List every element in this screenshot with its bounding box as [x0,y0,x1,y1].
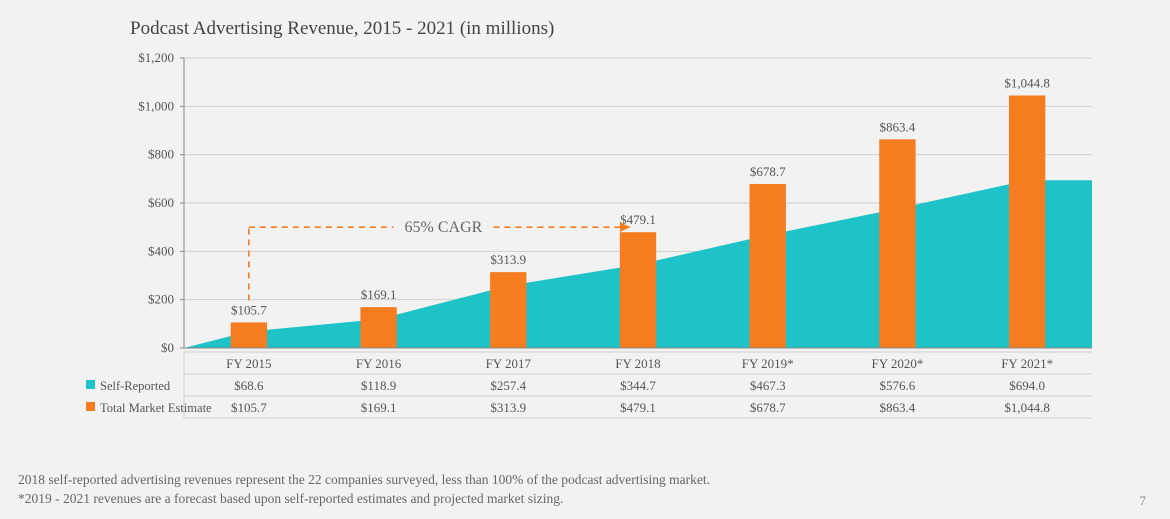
cagr-label: 65% CAGR [405,219,483,236]
table-cell-self: $118.9 [361,378,396,393]
bar-data-label: $105.7 [231,302,267,317]
bar-data-label: $169.1 [361,287,397,302]
footnotes: 2018 self-reported advertising revenues … [18,471,710,509]
chart-title: Podcast Advertising Revenue, 2015 - 2021… [130,18,1130,40]
footnote-1: 2018 self-reported advertising revenues … [18,471,710,490]
table-cell-self: $694.0 [1009,378,1045,393]
legend-label-total: Total Market Estimate [100,401,212,415]
table-cell-total: $1,044.8 [1004,400,1049,415]
x-category-label: FY 2021* [1001,356,1053,371]
chart-svg: $0 $200 $400 $600 $800 $1,000 $1,200 $105.7 $169… [80,48,1098,440]
y-tick-label: $1,200 [138,50,174,65]
table-cell-total: $479.1 [620,400,656,415]
footnote-2: *2019 - 2021 revenues are a forecast bas… [18,490,710,509]
y-tick-label: $400 [148,243,174,258]
bar-total-market [231,322,267,348]
page-number: 7 [1140,493,1147,509]
chart-area: $0 $200 $400 $600 $800 $1,000 $1,200 $105.7 $169… [80,48,1130,440]
x-category-label: FY 2015 [226,356,271,371]
legend-swatch-self [86,380,95,389]
bar-data-label: $1,044.8 [1004,76,1049,91]
table-cell-total: $678.7 [750,400,786,415]
x-category-label: FY 2020* [871,356,923,371]
table-cell-total: $105.7 [231,400,267,415]
legend-swatch-total [86,402,95,411]
y-tick-label: $0 [161,340,174,355]
x-category-label: FY 2019* [742,356,794,371]
legend-label-self: Self-Reported [100,379,171,393]
y-tick-label: $600 [148,195,174,210]
table-cell-self: $576.6 [880,378,916,393]
bar-total-market [360,307,396,348]
table-cell-self: $68.6 [234,378,264,393]
x-category-label: FY 2018 [615,356,660,371]
bar-total-market [620,232,656,348]
table-cell-self: $344.7 [620,378,656,393]
x-category-label: FY 2017 [486,356,532,371]
table-cell-total: $169.1 [361,400,397,415]
table-cell-self: $257.4 [490,378,526,393]
bar-total-market [1009,96,1045,348]
table-cell-total: $313.9 [490,400,526,415]
bar-total-market [750,184,786,348]
y-tick-label: $1,000 [138,98,174,113]
bar-data-label: $863.4 [880,119,916,134]
bar-total-market [879,139,915,348]
table-cell-self: $467.3 [750,378,786,393]
y-tick-label: $800 [148,147,174,162]
y-tick-label: $200 [148,292,174,307]
table-cell-total: $863.4 [880,400,916,415]
bar-data-label: $678.7 [750,164,786,179]
bar-total-market [490,272,526,348]
x-category-label: FY 2016 [356,356,402,371]
bar-data-label: $313.9 [490,252,526,267]
